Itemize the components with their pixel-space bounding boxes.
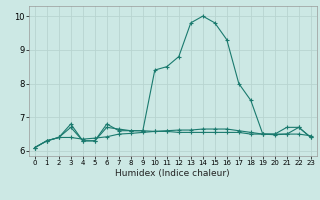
X-axis label: Humidex (Indice chaleur): Humidex (Indice chaleur)	[116, 169, 230, 178]
